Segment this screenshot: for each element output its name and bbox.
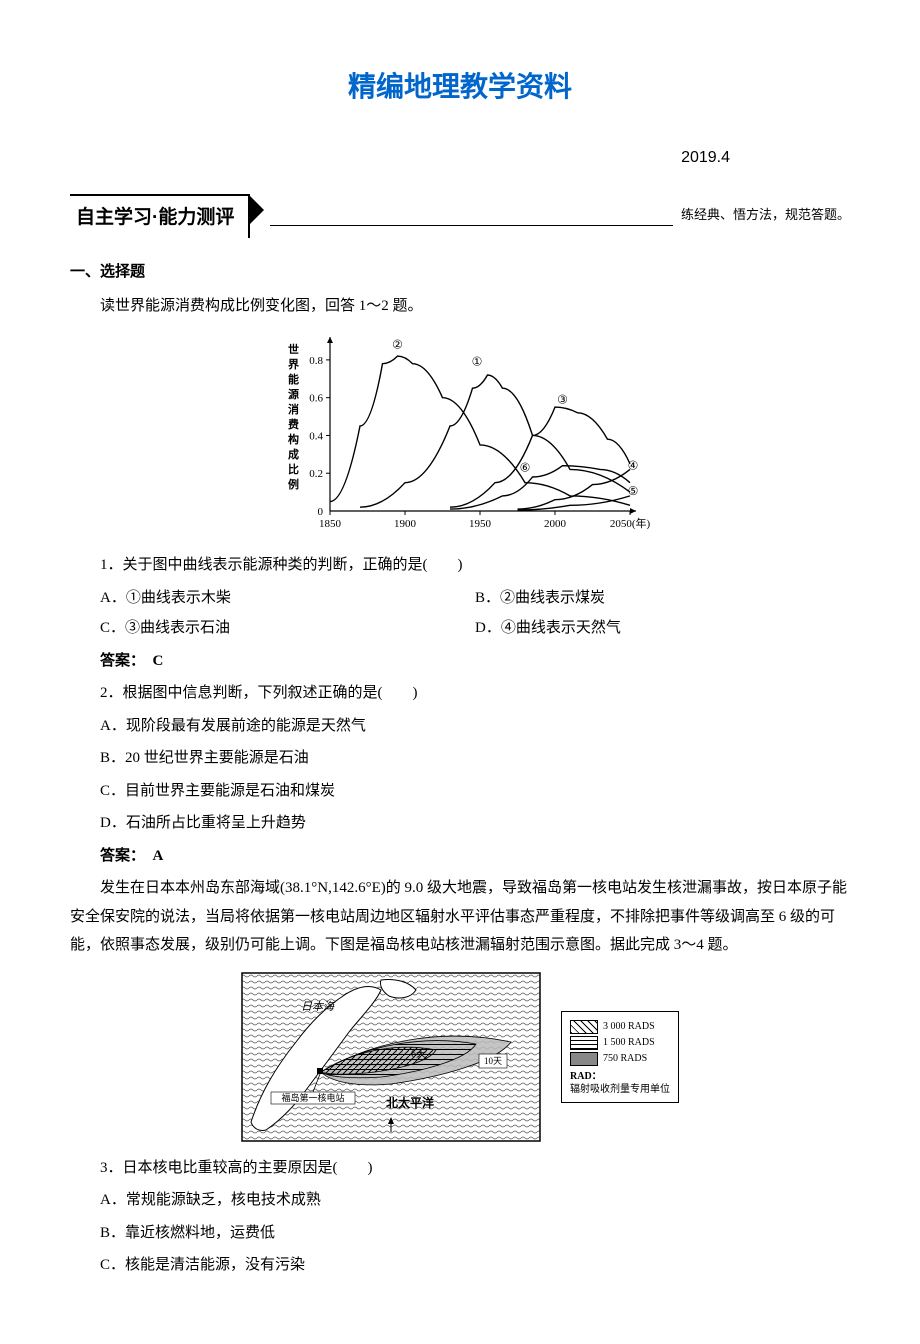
swatch-icon [570,1052,598,1066]
q1-row-ab: A．①曲线表示木柴 B．②曲线表示煤炭 [70,584,850,613]
q1-stem: 1．关于图中曲线表示能源种类的判断，正确的是( ) [70,551,850,580]
map-svg: 福岛第一核电站 日本海北太平洋 6天 10天 [241,972,541,1142]
svg-text:0.2: 0.2 [309,468,323,480]
legend-text: 3 000 RADS [603,1020,655,1033]
legend-row: 3 000 RADS [570,1020,670,1034]
svg-text:④: ④ [628,458,639,472]
svg-text:消: 消 [288,402,299,416]
q1-option-d: D．④曲线表示天然气 [475,614,850,643]
answer-label: 答案： [100,848,138,864]
intro-1: 读世界能源消费构成比例变化图，回答 1～2 题。 [70,292,850,321]
section-heading: 一、选择题 [70,258,850,287]
svg-text:②: ② [392,337,403,351]
q3-stem: 3．日本核电比重较高的主要原因是( ) [70,1154,850,1183]
svg-text:例: 例 [288,477,299,491]
intro-2: 发生在日本本州岛东部海域(38.1°N,142.6°E)的 9.0 级大地震，导… [70,874,850,960]
q3-option-a: A．常规能源缺乏，核电技术成熟 [70,1186,850,1215]
banner-right: 练经典、悟方法，规范答题。 [681,203,850,228]
svg-text:10天: 10天 [484,1056,502,1066]
svg-text:世: 世 [288,342,299,356]
fukushima-diagram: 福岛第一核电站 日本海北太平洋 6天 10天 3 000 RADS 1 500 RAD… [70,972,850,1142]
swatch-icon [570,1020,598,1034]
q2-option-d: D．石油所占比重将呈上升趋势 [70,809,850,838]
banner-left: 自主学习·能力测评 [70,194,250,238]
legend-row: 1 500 RADS [570,1036,670,1050]
svg-text:①: ① [472,354,483,368]
q1-option-c: C．③曲线表示石油 [70,614,475,643]
q1-option-b: B．②曲线表示煤炭 [475,584,850,613]
svg-text:1950: 1950 [469,518,492,530]
q2-option-b: B．20 世纪世界主要能源是石油 [70,744,850,773]
svg-text:比: 比 [288,462,299,476]
svg-text:北太平洋: 北太平洋 [386,1095,434,1110]
q1-answer: 答案： C [70,647,850,676]
answer-value: A [153,848,164,864]
swatch-icon [570,1036,598,1050]
svg-text:福岛第一核电站: 福岛第一核电站 [281,1092,344,1103]
q3-option-b: B．靠近核燃料地，运费低 [70,1219,850,1248]
svg-text:日本海: 日本海 [301,1000,336,1013]
svg-text:源: 源 [288,387,299,401]
q1-option-a: A．①曲线表示木柴 [70,584,475,613]
legend-row: 750 RADS [570,1052,670,1066]
svg-text:⑤: ⑤ [628,484,639,498]
banner-divider [270,225,673,226]
svg-text:1900: 1900 [394,518,417,530]
svg-text:0.8: 0.8 [309,355,323,367]
svg-text:2050(年): 2050(年) [610,516,650,530]
svg-text:成: 成 [288,447,299,461]
legend-text: 1 500 RADS [603,1036,655,1049]
date-line: 2019.4 [70,143,850,173]
answer-label: 答案： [100,653,138,669]
svg-text:2000: 2000 [544,518,567,530]
svg-text:0: 0 [318,506,324,518]
q2-option-a: A．现阶段最有发展前途的能源是天然气 [70,712,850,741]
q2-answer: 答案： A [70,842,850,871]
page-title: 精编地理教学资料 [70,60,850,113]
q1-row-cd: C．③曲线表示石油 D．④曲线表示天然气 [70,614,850,643]
banner: 自主学习·能力测评 练经典、悟方法，规范答题。 [70,194,850,238]
answer-value: C [153,653,164,669]
q3-option-c: C．核能是清洁能源，没有污染 [70,1251,850,1280]
svg-text:构: 构 [288,432,299,446]
svg-text:界: 界 [288,358,299,371]
svg-text:0.6: 0.6 [309,392,323,404]
svg-text:能: 能 [288,372,299,386]
svg-text:③: ③ [557,392,568,406]
q2-stem: 2．根据图中信息判断，下列叙述正确的是( ) [70,679,850,708]
energy-chart: 1850 1900 1950 2000 2050(年) 0.2 0.4 0.6 0.8 0 世界能源… [70,331,850,542]
legend-footer-title: RAD： [570,1071,602,1082]
svg-text:0.4: 0.4 [309,430,323,442]
svg-text:6天: 6天 [411,1049,426,1060]
q2-option-c: C．目前世界主要能源是石油和煤炭 [70,777,850,806]
svg-text:1850: 1850 [319,518,342,530]
legend-footer-text: 辐射吸收剂量专用单位 [570,1083,670,1096]
map-legend: 3 000 RADS 1 500 RADS 750 RADS RAD： 辐射吸收… [561,1011,679,1103]
svg-text:⑥: ⑥ [520,460,531,474]
svg-text:费: 费 [288,417,299,431]
legend-text: 750 RADS [603,1052,647,1065]
